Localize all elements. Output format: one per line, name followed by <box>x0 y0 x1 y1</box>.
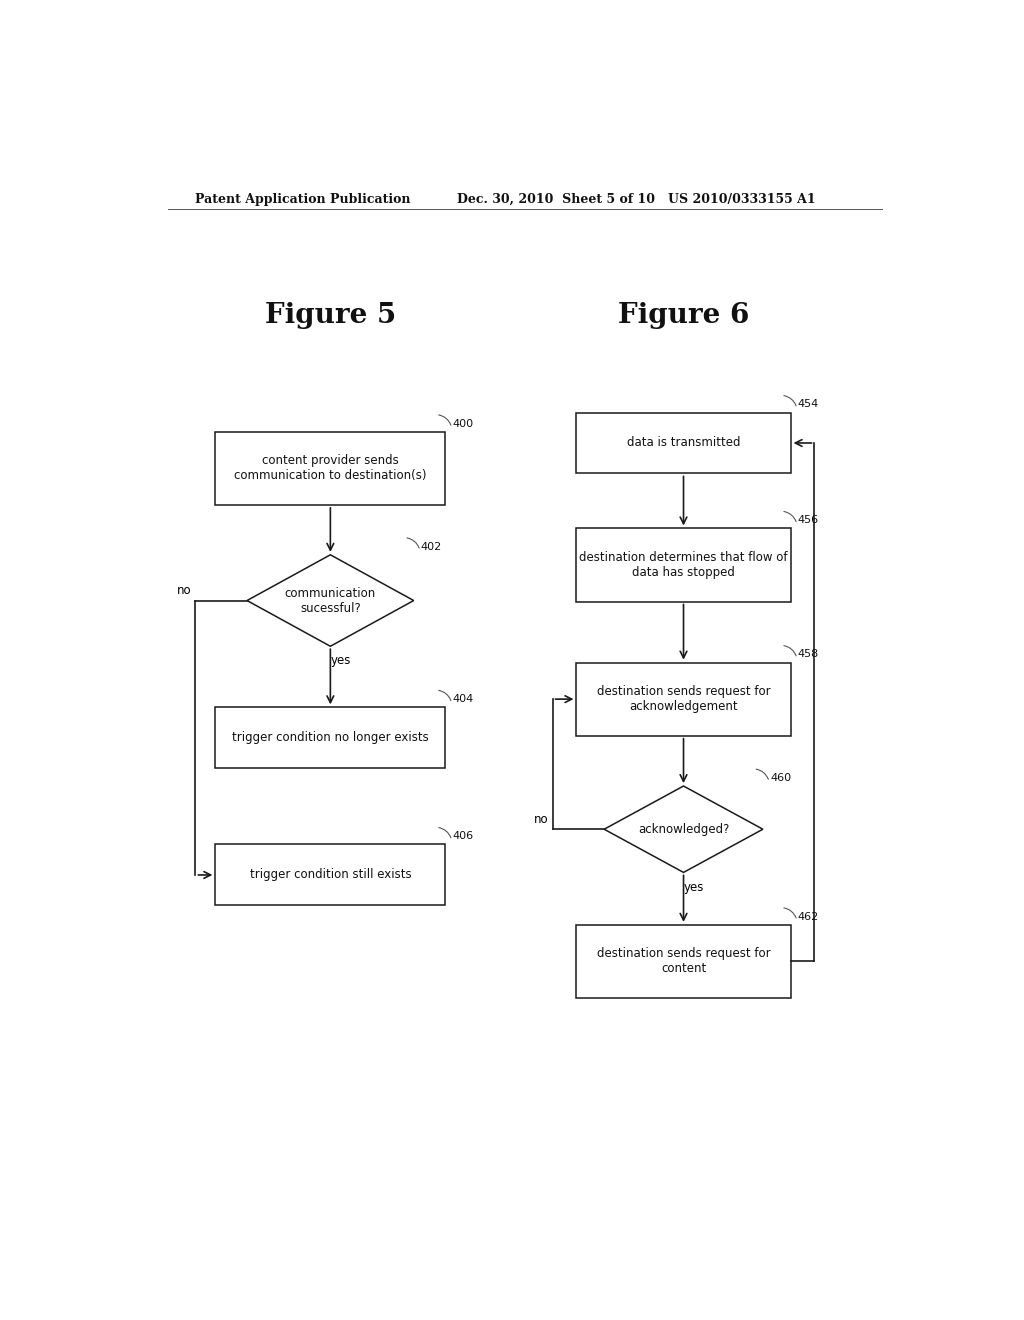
Polygon shape <box>604 785 763 873</box>
Text: content provider sends
communication to destination(s): content provider sends communication to … <box>234 454 427 482</box>
FancyBboxPatch shape <box>215 708 445 768</box>
FancyBboxPatch shape <box>577 528 791 602</box>
Text: 460: 460 <box>770 774 792 783</box>
Text: Figure 6: Figure 6 <box>617 302 750 330</box>
Text: US 2010/0333155 A1: US 2010/0333155 A1 <box>668 193 815 206</box>
Text: 404: 404 <box>453 694 474 704</box>
Text: destination sends request for
acknowledgement: destination sends request for acknowledg… <box>597 685 770 713</box>
FancyBboxPatch shape <box>215 432 445 506</box>
Polygon shape <box>247 554 414 647</box>
Text: yes: yes <box>331 655 351 668</box>
Text: 458: 458 <box>798 649 819 660</box>
Text: 400: 400 <box>453 418 474 429</box>
Text: data is transmitted: data is transmitted <box>627 437 740 450</box>
Text: destination sends request for
content: destination sends request for content <box>597 948 770 975</box>
Text: Patent Application Publication: Patent Application Publication <box>196 193 411 206</box>
Text: trigger condition no longer exists: trigger condition no longer exists <box>232 731 429 744</box>
Text: 462: 462 <box>798 912 819 921</box>
Text: acknowledged?: acknowledged? <box>638 822 729 836</box>
Text: 454: 454 <box>798 400 819 409</box>
Text: Dec. 30, 2010  Sheet 5 of 10: Dec. 30, 2010 Sheet 5 of 10 <box>458 193 655 206</box>
FancyBboxPatch shape <box>577 925 791 998</box>
Text: Figure 5: Figure 5 <box>265 302 396 330</box>
FancyBboxPatch shape <box>577 412 791 474</box>
Text: trigger condition still exists: trigger condition still exists <box>250 869 412 882</box>
Text: yes: yes <box>684 880 705 894</box>
Text: 456: 456 <box>798 515 819 525</box>
Text: no: no <box>177 583 191 597</box>
Text: communication
sucessful?: communication sucessful? <box>285 586 376 615</box>
Text: 406: 406 <box>453 832 474 841</box>
FancyBboxPatch shape <box>215 845 445 906</box>
Text: 402: 402 <box>421 541 442 552</box>
FancyBboxPatch shape <box>577 663 791 735</box>
Text: no: no <box>534 813 549 825</box>
Text: destination determines that flow of
data has stopped: destination determines that flow of data… <box>580 550 787 579</box>
